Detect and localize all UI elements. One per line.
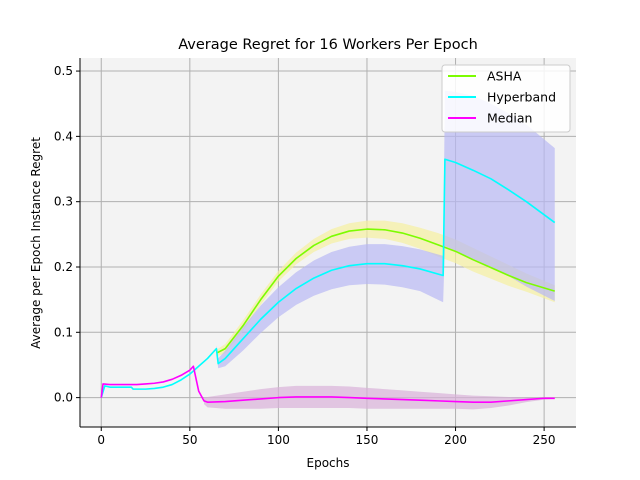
hyperband-legend-label: Hyperband [487,90,556,105]
y-tick-label: 0.5 [54,64,73,78]
x-axis-label: Epochs [307,456,350,470]
x-tick-label: 200 [444,433,467,447]
median-legend-label: Median [487,111,532,126]
y-axis-label: Average per Epoch Instance Regret [29,137,43,349]
legend: ASHA Hyperband Median [441,64,571,133]
y-ticks: 0.0 0.1 0.2 0.3 0.4 0.5 [54,64,80,405]
x-tick-label: 50 [182,433,197,447]
y-tick-label: 0.2 [54,260,73,274]
axes [79,58,576,428]
chart-title: Average Regret for 16 Workers Per Epoch [178,37,478,53]
hyperband-band [216,90,555,369]
median-line [100,365,555,403]
x-tick-label: 0 [97,433,105,447]
asha-legend-label: ASHA [487,69,522,84]
asha-line [216,228,555,354]
x-tick-label: 250 [533,433,556,447]
y-tick-label: 0.4 [54,129,73,143]
median-band [204,385,555,410]
y-tick-label: 0.1 [54,325,73,339]
series-lines [100,158,556,403]
y-tick-label: 0.0 [54,391,73,405]
y-tick-label: 0.3 [54,195,73,209]
x-tick-label: 100 [267,433,290,447]
x-ticks: 0 50 100 150 200 250 [97,427,556,447]
legend-box [441,64,571,133]
x-tick-label: 150 [356,433,379,447]
hyperband-line [100,158,556,398]
